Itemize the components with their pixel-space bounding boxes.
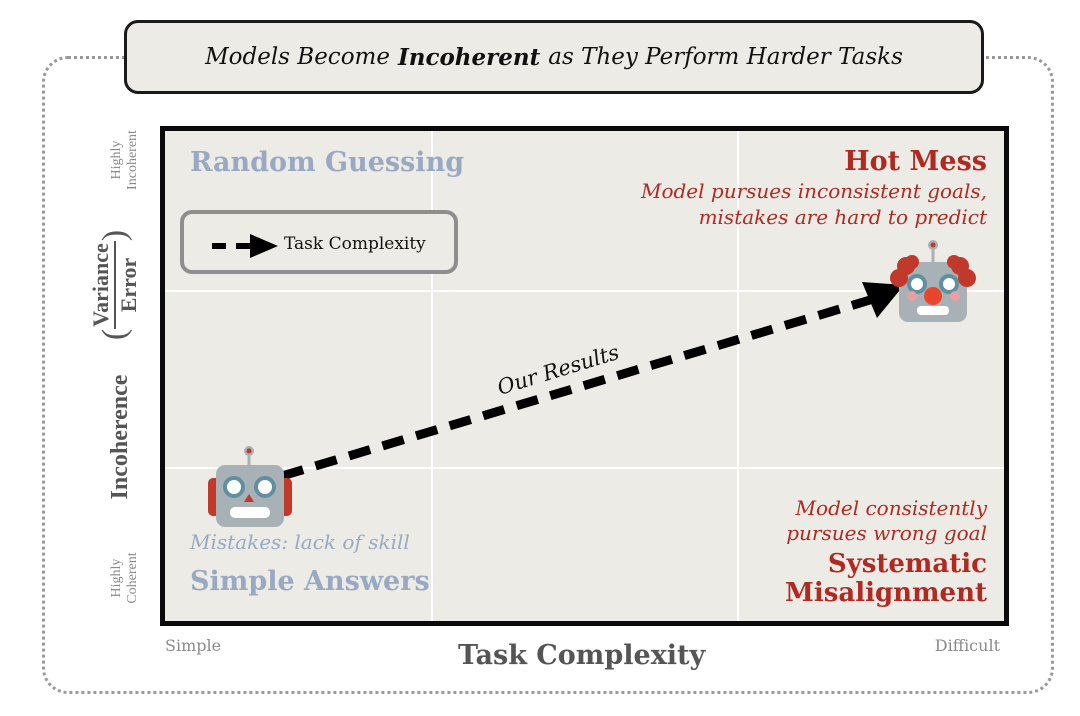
y-axis-fraction: ( Variance Error ) <box>88 229 141 341</box>
y-max-line2: Incoherent <box>125 130 140 190</box>
lack-of-skill-description: Mistakes: lack of skill <box>190 530 410 554</box>
y-axis-max-label: Highly Incoherent <box>109 120 141 200</box>
y-min-line2: Coherent <box>125 552 140 604</box>
misalignment-description: Model consistently pursues wrong goal <box>786 496 987 546</box>
x-axis-label: Task Complexity <box>458 640 706 671</box>
misalignment-line1: Model consistently <box>795 496 987 520</box>
random-guessing-title: Random Guessing <box>190 147 465 178</box>
y-min-line1: Highly <box>109 558 124 598</box>
misalignment-title: Systematic Misalignment <box>785 550 987 608</box>
y-axis-denominator: Error <box>116 257 141 313</box>
y-axis-label: Incoherence <box>107 374 133 500</box>
legend-box: Task Complexity <box>180 210 458 274</box>
title-emphasis: Incoherent <box>397 43 541 71</box>
misalignment-title-line1: Systematic <box>827 549 987 579</box>
title-after: as They Perform Harder Tasks <box>548 44 903 70</box>
hot-mess-line1: Model pursues inconsistent goals, <box>640 179 987 203</box>
y-max-line1: Highly <box>109 140 124 180</box>
title-before: Models Become <box>205 44 390 70</box>
x-axis-min-label: Simple <box>165 636 222 655</box>
hot-mess-description: Model pursues inconsistent goals, mistak… <box>641 178 987 230</box>
x-axis-max-label: Difficult <box>934 636 1000 655</box>
hot-mess-title: Hot Mess <box>844 146 987 177</box>
y-axis-numerator: Variance <box>88 241 116 329</box>
title-box: Models Become Incoherent as They Perform… <box>124 20 984 94</box>
misalignment-title-line2: Misalignment <box>785 578 987 608</box>
dashed-arrow-icon <box>212 234 278 258</box>
misalignment-line2: pursues wrong goal <box>786 521 987 545</box>
simple-answers-title: Simple Answers <box>190 566 430 597</box>
legend-label: Task Complexity <box>284 234 426 254</box>
hot-mess-line2: mistakes are hard to predict <box>698 205 987 229</box>
y-axis-min-label: Highly Coherent <box>109 538 141 618</box>
